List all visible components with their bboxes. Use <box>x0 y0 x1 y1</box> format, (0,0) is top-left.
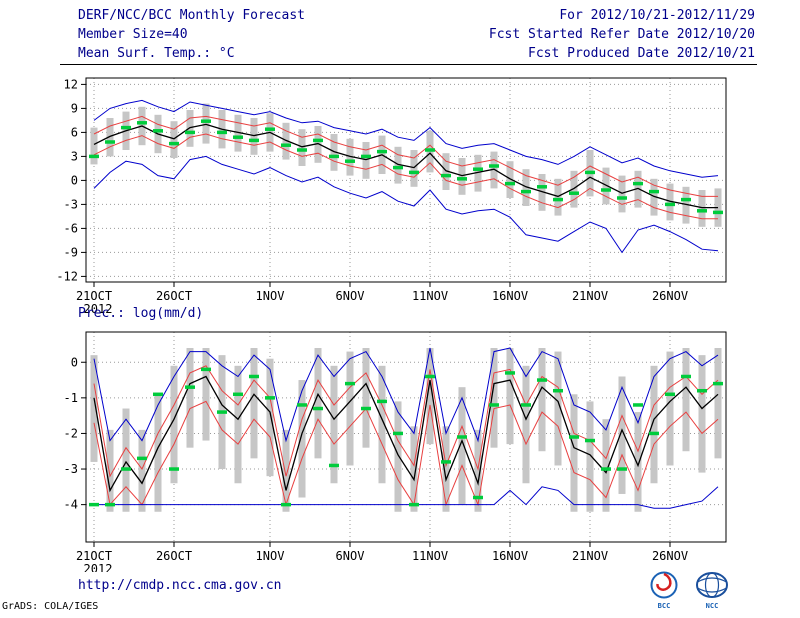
refer-date-label: Fcst Started Refer Date 2012/10/20 <box>488 27 755 42</box>
svg-text:3: 3 <box>71 149 78 163</box>
svg-text:1NOV: 1NOV <box>256 289 285 303</box>
svg-text:-9: -9 <box>64 245 78 259</box>
svg-text:11NOV: 11NOV <box>412 289 448 303</box>
precip-var-label: Prec.: log(mm/d) <box>78 306 204 321</box>
svg-text:-3: -3 <box>64 197 78 211</box>
page-title: DERF/NCC/BCC Monthly Forecast <box>78 8 305 23</box>
svg-text:11NOV: 11NOV <box>412 549 448 563</box>
svg-text:12: 12 <box>64 77 78 91</box>
ncc-logo: NCC <box>696 572 728 610</box>
grads-credit: GrADS: COLA/IGES <box>2 601 99 612</box>
svg-text:16NOV: 16NOV <box>492 549 528 563</box>
svg-text:2012: 2012 <box>84 302 113 316</box>
header-divider <box>60 64 757 65</box>
svg-text:2012: 2012 <box>84 562 113 572</box>
svg-text:6NOV: 6NOV <box>336 549 365 563</box>
website-url[interactable]: http://cmdp.ncc.cma.gov.cn <box>78 578 282 593</box>
svg-text:21OCT: 21OCT <box>76 289 112 303</box>
svg-text:26NOV: 26NOV <box>652 289 688 303</box>
produced-date-label: Fcst Produced Date 2012/10/21 <box>528 46 755 61</box>
member-size-label: Member Size=40 <box>78 27 188 42</box>
svg-text:-6: -6 <box>64 221 78 235</box>
svg-text:6NOV: 6NOV <box>336 289 365 303</box>
svg-text:26OCT: 26OCT <box>156 549 192 563</box>
svg-text:0: 0 <box>71 173 78 187</box>
svg-text:-3: -3 <box>64 462 78 476</box>
temperature-var-label: Mean Surf. Temp.: °C <box>78 46 235 61</box>
svg-text:16NOV: 16NOV <box>492 289 528 303</box>
svg-text:9: 9 <box>71 101 78 115</box>
svg-text:BCC: BCC <box>658 602 671 610</box>
svg-text:-2: -2 <box>64 426 78 440</box>
svg-text:0: 0 <box>71 355 78 369</box>
svg-text:21OCT: 21OCT <box>76 549 112 563</box>
svg-text:26NOV: 26NOV <box>652 549 688 563</box>
svg-text:26OCT: 26OCT <box>156 289 192 303</box>
temperature-chart: 12 9 6 3 0 -3 -6 -9 -12 21OCT 26OCT 1NOV 6NOV 11NOV 16… <box>56 77 727 316</box>
svg-text:1NOV: 1NOV <box>256 549 285 563</box>
svg-text:-12: -12 <box>56 269 78 283</box>
precipitation-chart: 0 -1 -2 -3 -4 21OCT 26OCT 1NOV 6NOV 11NOV 16NOV 21N… <box>64 331 727 572</box>
valid-range-label: For 2012/10/21-2012/11/29 <box>559 8 755 23</box>
svg-text:-4: -4 <box>64 498 78 512</box>
svg-text:-1: -1 <box>64 391 78 405</box>
bcc-logo: BCC <box>650 571 678 610</box>
svg-text:6: 6 <box>71 125 78 139</box>
svg-text:21NOV: 21NOV <box>572 549 608 563</box>
svg-text:NCC: NCC <box>706 602 719 610</box>
svg-text:21NOV: 21NOV <box>572 289 608 303</box>
